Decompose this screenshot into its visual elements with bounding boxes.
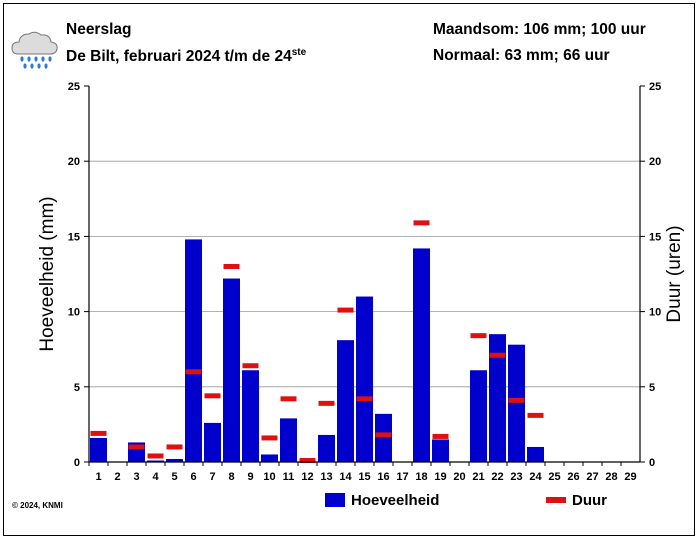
summary-month: Maandsom: 106 mm; 100 uur — [433, 21, 646, 38]
bar-hoeveelheid-day-4 — [147, 460, 164, 462]
legend-label-duur: Duur — [572, 491, 607, 509]
bar-hoeveelheid-day-23 — [508, 344, 525, 462]
marker-duur-day-21 — [470, 333, 487, 339]
y-tick-label-right: 20 — [649, 156, 661, 168]
x-tick-label: 21 — [472, 471, 484, 483]
y-tick-label-right: 15 — [649, 231, 661, 243]
bar-hoeveelheid-day-8 — [223, 278, 240, 462]
summary-normal: Normaal: 63 mm; 66 uur — [433, 47, 610, 64]
bar-hoeveelheid-day-6 — [185, 239, 202, 462]
y-tick-label-left: 20 — [68, 156, 80, 168]
marker-duur-day-16 — [375, 432, 392, 438]
x-tick-label: 12 — [301, 471, 313, 483]
x-tick-label: 8 — [228, 471, 234, 483]
marker-duur-day-6 — [185, 369, 202, 375]
y-tick-label-left: 15 — [68, 231, 80, 243]
marker-duur-day-8 — [223, 263, 240, 269]
marker-duur-day-14 — [337, 307, 354, 313]
chart-subtitle-text: De Bilt, februari 2024 t/m de 24 — [66, 48, 292, 65]
chart-subtitle-suffix: ste — [291, 47, 307, 58]
rain-cloud-icon — [10, 26, 60, 74]
bar-hoeveelheid-day-1 — [90, 437, 107, 462]
bar-hoeveelheid-day-21 — [470, 370, 487, 462]
x-tick-label: 9 — [247, 471, 253, 483]
bar-hoeveelheid-day-14 — [337, 340, 354, 462]
bar-hoeveelheid-day-18 — [413, 248, 430, 462]
marker-duur-day-4 — [147, 453, 164, 459]
marker-duur-day-23 — [508, 397, 525, 403]
y-tick-label-right: 5 — [649, 382, 655, 394]
marker-duur-day-5 — [166, 444, 183, 450]
x-tick-label: 2 — [114, 471, 120, 483]
x-tick-label: 17 — [396, 471, 408, 483]
chart-frame — [3, 3, 695, 536]
y-tick-label-left: 25 — [68, 81, 80, 93]
chart-title: Neerslag — [66, 21, 132, 38]
x-tick-label: 13 — [320, 471, 332, 483]
marker-duur-day-13 — [318, 400, 335, 406]
marker-duur-day-1 — [90, 430, 107, 436]
bar-hoeveelheid-day-7 — [204, 422, 221, 462]
marker-duur-day-22 — [489, 352, 506, 358]
x-tick-label: 6 — [190, 471, 196, 483]
x-tick-label: 27 — [586, 471, 598, 483]
marker-duur-day-12 — [299, 457, 316, 463]
x-tick-label: 14 — [339, 471, 352, 483]
x-tick-label: 22 — [491, 471, 503, 483]
x-tick-label: 23 — [510, 471, 522, 483]
marker-duur-day-9 — [242, 363, 259, 369]
bar-hoeveelheid-day-22 — [489, 334, 506, 462]
marker-duur-day-3 — [128, 444, 145, 450]
y-tick-label-right: 0 — [649, 457, 655, 469]
marker-duur-day-15 — [356, 396, 373, 402]
x-tick-label: 5 — [171, 471, 177, 483]
bar-hoeveelheid-day-11 — [280, 418, 297, 462]
copyright: © 2024, KNMI — [12, 501, 63, 510]
y-tick-label-right: 10 — [649, 307, 661, 319]
x-tick-label: 20 — [453, 471, 465, 483]
bar-hoeveelheid-day-10 — [261, 454, 278, 462]
x-tick-label: 29 — [624, 471, 636, 483]
x-tick-label: 16 — [377, 471, 389, 483]
x-tick-label: 24 — [529, 471, 542, 483]
x-tick-label: 15 — [358, 471, 370, 483]
x-tick-label: 11 — [283, 471, 295, 483]
marker-duur-day-24 — [527, 412, 544, 418]
x-tick-label: 3 — [133, 471, 139, 483]
y-axis-title-left: Hoeveelheid (mm) — [37, 196, 58, 351]
legend-swatch-hoeveelheid — [325, 493, 345, 507]
bar-hoeveelheid-day-16 — [375, 413, 392, 462]
y-tick-label-left: 5 — [74, 382, 80, 394]
x-tick-label: 10 — [263, 471, 275, 483]
legend-swatch-duur — [546, 497, 566, 503]
legend-item-duur: Duur — [546, 490, 607, 510]
chart-subtitle: De Bilt, februari 2024 t/m de 24ste — [66, 47, 306, 66]
bar-hoeveelheid-day-5 — [166, 458, 183, 462]
marker-duur-day-19 — [432, 433, 449, 439]
marker-duur-day-10 — [261, 435, 278, 441]
x-tick-label: 28 — [605, 471, 617, 483]
x-tick-label: 1 — [95, 471, 101, 483]
marker-duur-day-11 — [280, 396, 297, 402]
bar-hoeveelheid-day-15 — [356, 296, 373, 462]
bar-hoeveelheid-day-19 — [432, 439, 449, 462]
y-tick-label-left: 10 — [68, 307, 80, 319]
bar-hoeveelheid-day-24 — [527, 446, 544, 462]
marker-duur-day-18 — [413, 220, 430, 226]
x-tick-label: 18 — [415, 471, 427, 483]
marker-duur-day-7 — [204, 393, 221, 399]
y-axis-title-right: Duur (uren) — [664, 225, 685, 322]
y-tick-label-left: 0 — [74, 457, 80, 469]
x-tick-label: 4 — [152, 471, 159, 483]
x-tick-label: 25 — [548, 471, 560, 483]
x-tick-label: 26 — [567, 471, 579, 483]
bar-hoeveelheid-day-9 — [242, 370, 259, 462]
legend-item-hoeveelheid: Hoeveelheid — [325, 490, 439, 510]
legend-label-hoeveelheid: Hoeveelheid — [351, 491, 440, 509]
x-tick-label: 7 — [209, 471, 215, 483]
x-tick-label: 19 — [434, 471, 446, 483]
y-tick-label-right: 25 — [649, 81, 661, 93]
bar-hoeveelheid-day-13 — [318, 434, 335, 462]
